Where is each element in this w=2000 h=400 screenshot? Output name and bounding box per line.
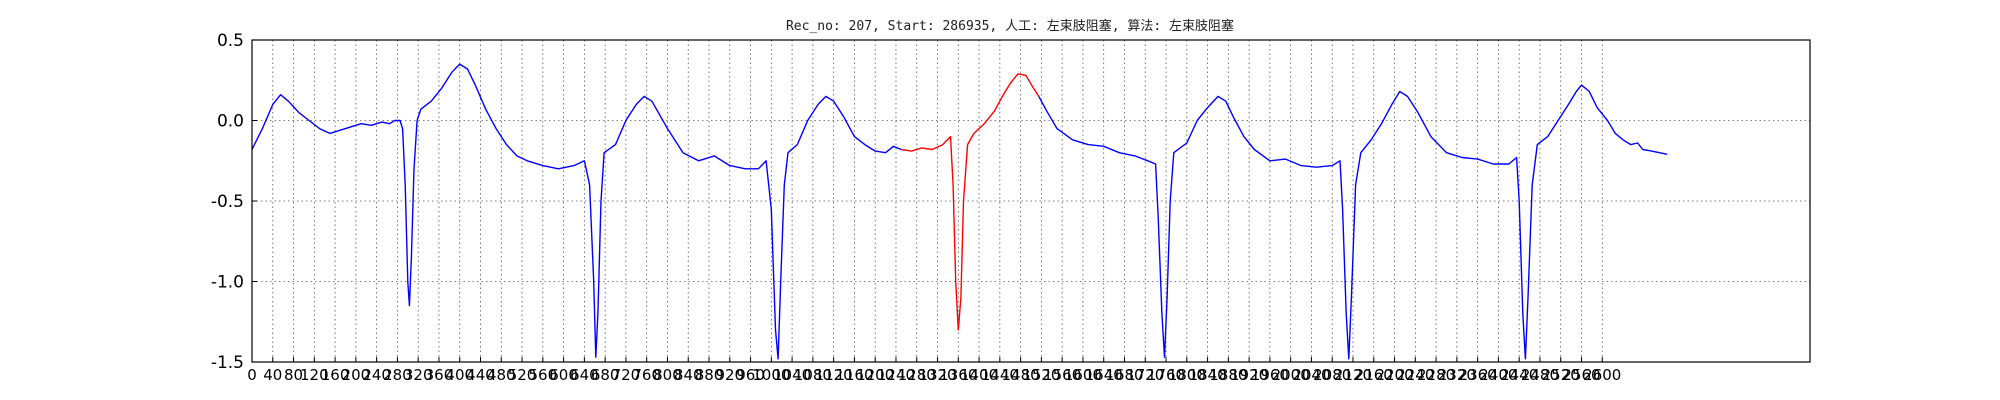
x-tick-label: 720 bbox=[612, 366, 641, 384]
x-tick-label: 1120 bbox=[815, 366, 853, 384]
x-tick-label: 2440 bbox=[1500, 366, 1538, 384]
x-tick-label: 320 bbox=[404, 366, 433, 384]
x-tick-label: 1160 bbox=[835, 366, 873, 384]
y-tick-label: 0.0 bbox=[217, 112, 244, 132]
x-tick-label: 2080 bbox=[1313, 366, 1351, 384]
x-tick-label: 1800 bbox=[1168, 366, 1206, 384]
x-tick-label: 1360 bbox=[939, 366, 977, 384]
grid bbox=[252, 39, 1810, 363]
x-tick-label: 1560 bbox=[1043, 366, 1081, 384]
series-line-1 bbox=[251, 63, 902, 360]
y-tick-label: -1.0 bbox=[211, 273, 244, 293]
series-group bbox=[251, 63, 1668, 360]
x-tick-label: 1760 bbox=[1147, 366, 1185, 384]
x-tick-label: 520 bbox=[508, 366, 537, 384]
x-tick-label: 2040 bbox=[1292, 366, 1330, 384]
x-tick-label: 2120 bbox=[1334, 366, 1372, 384]
x-tick-label: 2280 bbox=[1417, 366, 1455, 384]
x-tick-label: 920 bbox=[715, 366, 744, 384]
x-tick-label: 1600 bbox=[1064, 366, 1102, 384]
x-tick-label: 960 bbox=[736, 366, 765, 384]
x-tick-label: 2480 bbox=[1521, 366, 1559, 384]
x-tick-label: 1960 bbox=[1251, 366, 1289, 384]
x-tick-label: 760 bbox=[632, 366, 661, 384]
x-tick-label: 800 bbox=[653, 366, 682, 384]
x-tick-label: 2520 bbox=[1542, 366, 1580, 384]
series-line-2 bbox=[901, 73, 1040, 331]
x-tick-label: 2240 bbox=[1396, 366, 1434, 384]
x-tick-label: 2400 bbox=[1479, 366, 1517, 384]
x-tick-label: 1840 bbox=[1188, 366, 1226, 384]
x-tick-label: 240 bbox=[362, 366, 391, 384]
x-tick-label: 360 bbox=[425, 366, 454, 384]
x-tick-label: 1280 bbox=[898, 366, 936, 384]
x-axis: 0 40 8012016020024028032036040044048052056… bbox=[247, 357, 1621, 384]
x-tick-label: 200 bbox=[342, 366, 371, 384]
x-tick-label: 600 bbox=[549, 366, 578, 384]
x-tick-label: 1200 bbox=[856, 366, 894, 384]
x-tick-label: 40 bbox=[263, 366, 282, 384]
series-line-3 bbox=[1038, 84, 1668, 360]
x-tick-label: 2560 bbox=[1562, 366, 1600, 384]
x-tick-label: 1000 bbox=[752, 366, 790, 384]
x-tick-label: 2600 bbox=[1583, 366, 1621, 384]
x-tick-label: 1920 bbox=[1230, 366, 1268, 384]
x-tick-label: 1080 bbox=[794, 366, 832, 384]
x-tick-label: 440 bbox=[466, 366, 495, 384]
x-tick-label: 640 bbox=[570, 366, 599, 384]
x-tick-label: 1680 bbox=[1105, 366, 1143, 384]
x-tick-label: 840 bbox=[674, 366, 703, 384]
x-tick-label: 1320 bbox=[918, 366, 956, 384]
x-tick-label: 1480 bbox=[1002, 366, 1040, 384]
y-tick-label: -1.5 bbox=[211, 353, 244, 373]
x-tick-label: 80 bbox=[284, 366, 303, 384]
x-tick-label: 1520 bbox=[1022, 366, 1060, 384]
x-tick-label: 2360 bbox=[1459, 366, 1497, 384]
x-tick-label: 880 bbox=[695, 366, 724, 384]
x-tick-label: 120 bbox=[300, 366, 329, 384]
x-tick-label: 680 bbox=[591, 366, 620, 384]
chart-title: Rec_no: 207, Start: 286935, 人工: 左束肢阻塞, 算… bbox=[786, 18, 1234, 34]
x-tick-label: 2160 bbox=[1355, 366, 1393, 384]
x-tick-label: 2200 bbox=[1375, 366, 1413, 384]
x-tick-label: 1640 bbox=[1085, 366, 1123, 384]
x-tick-label: 1440 bbox=[981, 366, 1019, 384]
x-tick-label: 160 bbox=[321, 366, 350, 384]
x-tick-label: 1040 bbox=[773, 366, 811, 384]
y-axis: -1.5 -1.0 -0.5 0.0 0.5 bbox=[211, 31, 257, 373]
y-tick-label: 0.5 bbox=[217, 31, 244, 51]
x-tick-label: 560 bbox=[529, 366, 558, 384]
x-tick-label: 1720 bbox=[1126, 366, 1164, 384]
x-tick-label: 480 bbox=[487, 366, 516, 384]
x-tick-label: 1880 bbox=[1209, 366, 1247, 384]
x-tick-label: 2320 bbox=[1438, 366, 1476, 384]
x-tick-label: 280 bbox=[383, 366, 412, 384]
x-tick-label: 0 bbox=[247, 366, 257, 384]
x-tick-label: 2000 bbox=[1272, 366, 1310, 384]
x-tick-label: 1400 bbox=[960, 366, 998, 384]
y-tick-label: -0.5 bbox=[211, 192, 244, 212]
x-tick-label: 400 bbox=[445, 366, 474, 384]
x-tick-label: 1240 bbox=[877, 366, 915, 384]
